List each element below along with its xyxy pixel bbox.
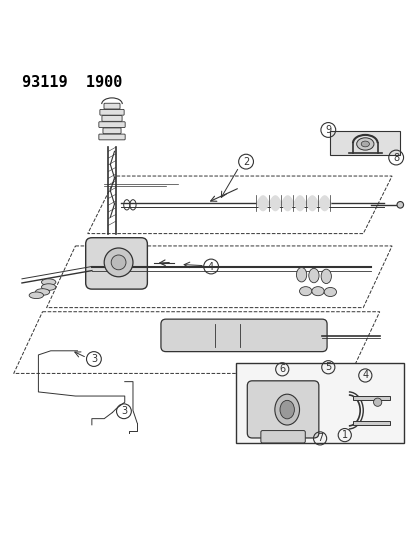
Ellipse shape bbox=[311, 287, 323, 296]
Text: 4: 4 bbox=[208, 262, 214, 271]
Ellipse shape bbox=[296, 268, 306, 282]
Bar bbox=[352, 421, 389, 425]
FancyBboxPatch shape bbox=[99, 134, 125, 140]
Ellipse shape bbox=[360, 141, 368, 147]
FancyBboxPatch shape bbox=[102, 116, 122, 122]
FancyBboxPatch shape bbox=[85, 238, 147, 289]
FancyBboxPatch shape bbox=[161, 319, 326, 352]
Ellipse shape bbox=[356, 138, 373, 150]
Ellipse shape bbox=[35, 289, 50, 295]
Ellipse shape bbox=[320, 269, 330, 284]
Text: 8: 8 bbox=[392, 152, 398, 163]
Text: 4: 4 bbox=[361, 370, 368, 381]
FancyBboxPatch shape bbox=[247, 381, 318, 438]
Ellipse shape bbox=[41, 279, 56, 285]
Ellipse shape bbox=[308, 268, 318, 282]
Text: 3: 3 bbox=[121, 406, 127, 416]
Text: 93119  1900: 93119 1900 bbox=[22, 75, 122, 90]
Text: 6: 6 bbox=[278, 365, 285, 374]
Circle shape bbox=[396, 201, 403, 208]
FancyBboxPatch shape bbox=[100, 109, 124, 115]
Ellipse shape bbox=[29, 292, 43, 298]
Bar bbox=[235, 363, 404, 443]
Ellipse shape bbox=[323, 287, 336, 296]
Ellipse shape bbox=[274, 394, 299, 425]
Circle shape bbox=[111, 255, 126, 270]
Ellipse shape bbox=[41, 284, 56, 290]
FancyBboxPatch shape bbox=[104, 103, 120, 109]
Circle shape bbox=[373, 398, 381, 406]
FancyBboxPatch shape bbox=[99, 122, 125, 127]
FancyBboxPatch shape bbox=[260, 431, 304, 443]
Text: 5: 5 bbox=[324, 362, 331, 372]
Text: 2: 2 bbox=[242, 157, 249, 167]
Text: 9: 9 bbox=[325, 125, 330, 135]
Ellipse shape bbox=[279, 400, 294, 419]
Circle shape bbox=[104, 248, 133, 277]
Text: 1: 1 bbox=[341, 430, 347, 440]
Polygon shape bbox=[330, 131, 399, 156]
FancyBboxPatch shape bbox=[103, 128, 121, 134]
Text: 7: 7 bbox=[316, 433, 323, 443]
Ellipse shape bbox=[299, 287, 311, 296]
Text: 3: 3 bbox=[90, 354, 97, 364]
Bar bbox=[352, 396, 389, 400]
